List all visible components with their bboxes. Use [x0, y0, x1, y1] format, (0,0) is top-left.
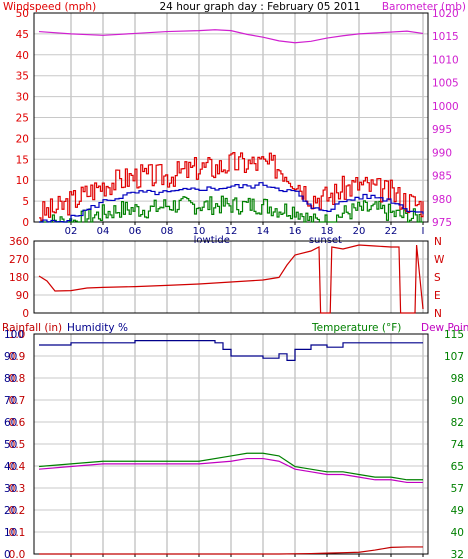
temperature-tick-label: 65	[451, 461, 464, 473]
barometer-tick-label: 1020	[432, 8, 459, 20]
temperature-tick-label: 90	[451, 395, 464, 407]
windspeed-tick-label: 20	[16, 133, 29, 145]
windspeed-tick-label: 5	[22, 196, 29, 208]
humidity-axis-label: Humidity %	[67, 322, 128, 334]
compass-tick-label: S	[434, 272, 441, 284]
temperature-axis-label: Temperature (°F)	[311, 322, 401, 334]
rainfall-tick-label: 0.5	[9, 439, 26, 451]
windspeed-tick-label: 45	[16, 29, 29, 41]
temperature-tick-label: 115	[444, 329, 464, 341]
rainfall-tick-label: 0.2	[9, 505, 26, 517]
rainfall-tick-label: 0.4	[9, 461, 26, 473]
dew-point-series	[38, 457, 423, 484]
compass-tick-label: N	[434, 308, 442, 320]
temperature-tick-label: 32	[451, 549, 464, 559]
wind-low-series	[39, 195, 423, 223]
top-xtick-label: 22	[385, 226, 398, 237]
rainfall-tick-label: 0.3	[9, 483, 26, 495]
humidity-series	[39, 340, 423, 361]
top-xtick-label: 20	[353, 226, 366, 237]
top-xtick-label: I	[422, 226, 425, 237]
barometer-tick-label: 980	[432, 194, 452, 206]
humidity-tick-label: 50	[4, 439, 17, 451]
rainfall-tick-label: 1.0	[9, 329, 26, 341]
graph-title: 24 hour graph day : February 05 2011	[160, 1, 361, 13]
wind-direction-series	[38, 244, 424, 314]
windspeed-tick-label: 35	[16, 71, 29, 83]
top-xtick-label: 18	[321, 226, 334, 237]
windspeed-tick-label: 25	[16, 113, 29, 125]
windspeed-axis-label: Windspeed (mph)	[3, 1, 96, 13]
top-xtick-label: 08	[161, 226, 174, 237]
barometer-tick-label: 985	[432, 171, 452, 183]
compass-tick-label: E	[434, 290, 441, 302]
rainfall-tick-label: 0.8	[9, 373, 26, 385]
windspeed-tick-label: 15	[16, 154, 29, 166]
temperature-tick-label: 74	[451, 439, 465, 451]
top-xtick-label: 10	[193, 226, 206, 237]
windspeed-tick-label: 30	[16, 92, 29, 104]
barometer-axis-label: Barometer (mb)	[382, 1, 466, 13]
top-xtick-label: 14	[257, 226, 270, 237]
barometer-tick-label: 1015	[432, 31, 459, 43]
windspeed-tick-label: 50	[16, 8, 29, 20]
barometer-tick-label: 1005	[432, 78, 459, 90]
humidity-temperature-panel: 0.0 0.1 0.2 0.3 0.4 0.5 0.6 0.7 0.8 0.9 1.0 0 10 20 30…	[4, 329, 464, 559]
rainfall-tick-label: 0.6	[9, 417, 26, 429]
direction-tick-label: 270	[9, 254, 29, 266]
humidity-tick-label: 70	[4, 395, 17, 407]
barometer-tick-label: 995	[432, 124, 452, 136]
humidity-tick-label: 60	[4, 417, 17, 429]
temperature-tick-label: 82	[451, 417, 464, 429]
temperature-tick-label: 49	[451, 505, 464, 517]
humidity-tick-label: 30	[4, 483, 17, 495]
temperature-tick-label: 57	[451, 483, 464, 495]
wind-gust-series	[39, 151, 424, 221]
humidity-tick-label: 10	[4, 527, 17, 539]
rainfall-tick-label: 0.7	[9, 395, 26, 407]
windspeed-tick-label: 40	[16, 50, 29, 62]
barometer-tick-label: 1010	[432, 54, 459, 66]
direction-tick-label: 90	[16, 290, 29, 302]
rainfall-series	[39, 546, 423, 555]
humidity-tick-label: 40	[4, 461, 17, 473]
top-xtick-label: 04	[97, 226, 110, 237]
direction-tick-label: 0	[22, 308, 29, 320]
direction-tick-label: 180	[9, 272, 29, 284]
humidity-tick-label: 20	[4, 505, 17, 517]
top-xtick-label: 06	[129, 226, 142, 237]
rainfall-axis-label: Rainfall (in)	[2, 322, 62, 334]
wind-avg-series	[39, 182, 424, 223]
top-xtick-label: 16	[289, 226, 302, 237]
barometer-tick-label: 990	[432, 147, 452, 159]
temperature-tick-label: 107	[444, 351, 464, 363]
temperature-series	[38, 452, 423, 481]
barometer-series	[38, 29, 424, 44]
rainfall-tick-label: 0.9	[9, 351, 26, 363]
humidity-tick-label: 100	[4, 329, 24, 341]
top-xtick-label: 02	[65, 226, 78, 237]
barometer-tick-label: 1000	[432, 101, 459, 113]
compass-tick-label: N	[434, 236, 442, 248]
temperature-tick-label: 40	[451, 527, 464, 539]
rainfall-tick-label: 0.1	[9, 527, 26, 539]
humidity-tick-label: 90	[4, 351, 17, 363]
windspeed-tick-label: 10	[16, 175, 29, 187]
temperature-tick-label: 98	[451, 373, 464, 385]
rainfall-tick-label: 0.0	[9, 549, 26, 559]
humidity-tick-label: 80	[4, 373, 17, 385]
direction-tick-label: 360	[9, 236, 29, 248]
compass-tick-label: W	[434, 254, 445, 266]
top-xtick-label: 12	[225, 226, 238, 237]
humidity-tick-label: 0	[4, 549, 11, 559]
mid-frame	[33, 240, 429, 314]
windspeed-tick-label: 0	[22, 217, 29, 229]
barometer-tick-label: 975	[432, 217, 452, 229]
wind-barometer-panel: 0510152025303540455097598098599099510001…	[16, 8, 459, 246]
dew-point-axis-label: Dew Point	[421, 322, 468, 334]
